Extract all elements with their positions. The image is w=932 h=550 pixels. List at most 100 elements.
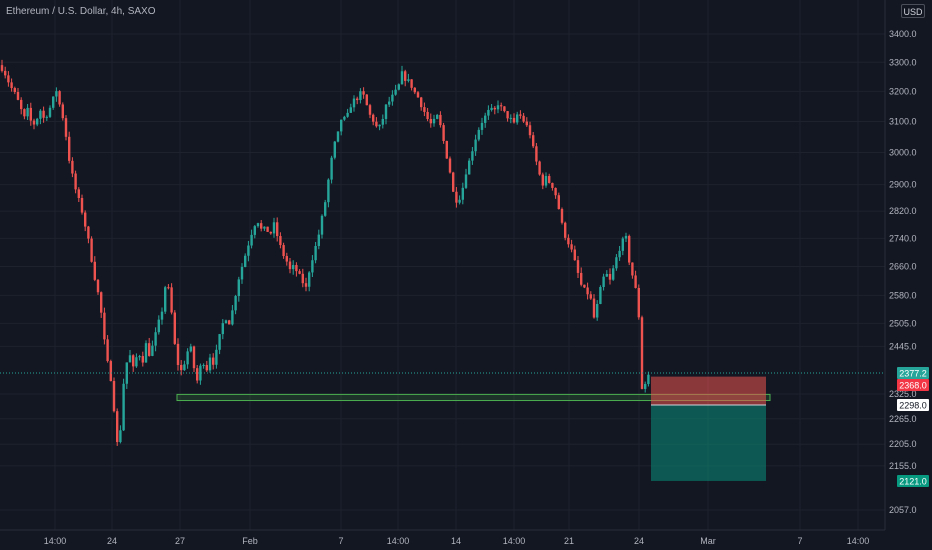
- candle: [557, 192, 560, 210]
- candle: [141, 351, 144, 367]
- candle: [596, 300, 599, 321]
- candle-body: [23, 109, 26, 117]
- candle-body: [605, 273, 608, 277]
- candle: [378, 124, 381, 131]
- candle: [192, 345, 196, 372]
- candle-body: [599, 287, 602, 304]
- candle-body: [496, 105, 500, 110]
- candle-body: [189, 346, 192, 352]
- candle-body: [279, 236, 282, 246]
- candle: [173, 310, 176, 346]
- candle: [628, 234, 631, 266]
- candle: [250, 229, 253, 249]
- candle-body: [288, 261, 292, 270]
- candle-body: [583, 284, 586, 288]
- candle: [484, 112, 487, 128]
- candle-body: [519, 114, 522, 116]
- candle-body: [199, 365, 202, 381]
- candle-body: [228, 320, 231, 325]
- candle-body: [532, 135, 535, 147]
- candle: [221, 319, 224, 340]
- candle-body: [116, 411, 119, 443]
- y-tick-label: 2057.0: [889, 505, 917, 515]
- candle: [631, 262, 634, 279]
- candle: [0, 59, 4, 73]
- candle: [586, 282, 589, 300]
- candle: [269, 231, 272, 235]
- candle-body: [548, 176, 551, 183]
- candle-body: [560, 209, 564, 223]
- candle: [541, 172, 544, 190]
- candle: [532, 131, 535, 149]
- candle: [381, 114, 384, 129]
- candle-body: [256, 223, 260, 227]
- candle: [640, 315, 644, 390]
- candle-body: [103, 312, 106, 340]
- candle-body: [58, 91, 61, 105]
- candle: [455, 187, 458, 208]
- candle-body: [621, 238, 624, 251]
- candle: [506, 110, 509, 122]
- candle: [394, 84, 397, 96]
- candle-body: [45, 116, 48, 118]
- candle: [10, 78, 13, 92]
- candle-body: [381, 118, 384, 125]
- candle-body: [477, 129, 480, 140]
- candle-body: [602, 276, 605, 288]
- candle: [615, 254, 618, 271]
- candle: [343, 115, 346, 121]
- y-tick-label: 2900.0: [889, 180, 917, 190]
- candle-body: [96, 279, 100, 293]
- price-tag-label: 2368.0: [899, 380, 927, 390]
- candle-body: [493, 107, 496, 110]
- candle-body: [474, 139, 477, 152]
- candle-body: [80, 197, 84, 213]
- candle: [167, 284, 170, 290]
- candle-body: [247, 245, 250, 256]
- candle-body: [112, 381, 116, 412]
- candle-body: [55, 91, 58, 97]
- candle: [26, 104, 29, 121]
- candle-body: [592, 298, 596, 318]
- candle: [16, 88, 20, 101]
- candle-body: [90, 238, 93, 262]
- time-axis[interactable]: 14:00 24 27 Feb 7 14:00 14 14:00 21 24 Mar 7 14:00: [0, 529, 885, 546]
- candle: [605, 270, 608, 277]
- currency-button[interactable]: USD: [901, 4, 925, 18]
- price-tag-label: 2298.0: [899, 401, 927, 411]
- candle: [397, 83, 400, 91]
- candle-body: [317, 234, 320, 246]
- candle: [420, 96, 423, 111]
- candle: [637, 284, 640, 320]
- candle-body: [186, 351, 189, 365]
- candle-body: [135, 357, 138, 367]
- candle: [500, 102, 503, 111]
- candle: [180, 360, 183, 376]
- candle: [208, 353, 212, 373]
- candle-body: [269, 231, 272, 234]
- candle: [55, 87, 58, 102]
- take-profit-zone: [651, 405, 766, 481]
- candle: [493, 106, 496, 115]
- candle: [592, 294, 596, 319]
- candle-body: [170, 287, 173, 313]
- y-tick-label: 2155.0: [889, 461, 917, 471]
- candle: [317, 229, 320, 250]
- candle-body: [32, 120, 36, 125]
- candle-body: [42, 110, 45, 118]
- candle: [189, 343, 192, 353]
- candle-body: [205, 365, 208, 371]
- candle-body: [608, 273, 612, 280]
- candle: [80, 194, 84, 215]
- x-tick-label: Feb: [242, 536, 258, 546]
- candle: [624, 232, 628, 243]
- price-axis[interactable]: 3400.0 3300.0 3200.0 3100.0 3000.0 2900.0 2820…: [884, 0, 929, 530]
- candle-body: [39, 110, 42, 119]
- candle: [125, 362, 128, 389]
- candle: [522, 112, 525, 123]
- candle-body: [413, 87, 416, 93]
- candle: [320, 214, 324, 239]
- candle: [144, 340, 148, 363]
- candle: [112, 377, 116, 413]
